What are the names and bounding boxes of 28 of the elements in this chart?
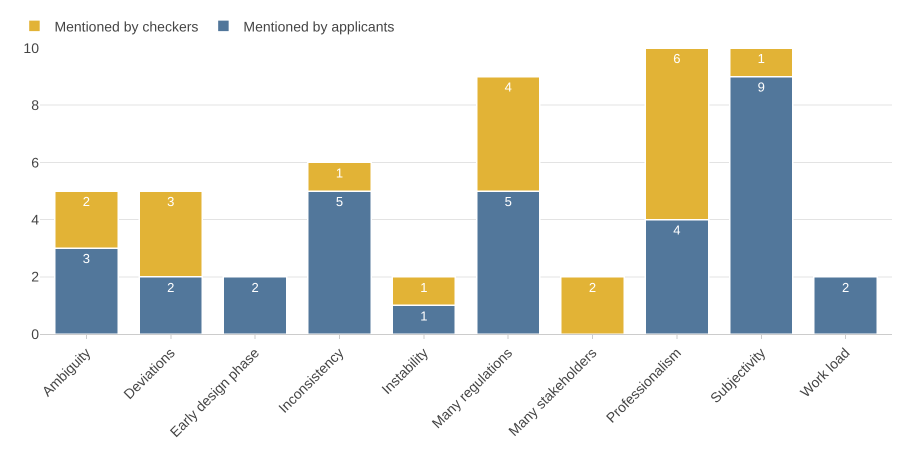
y-tick-label: 4 xyxy=(31,212,40,228)
y-tick-label: 2 xyxy=(31,268,40,285)
data-label: 4 xyxy=(504,80,512,95)
data-label: 2 xyxy=(167,280,174,295)
data-label: 4 xyxy=(673,222,681,238)
legend-label: Mentioned by applicants xyxy=(243,18,394,34)
data-label: 1 xyxy=(758,51,765,66)
data-label: 5 xyxy=(336,194,344,209)
data-label: 2 xyxy=(82,194,90,209)
data-label: 1 xyxy=(336,165,344,180)
data-label: 1 xyxy=(420,308,428,324)
y-tick-label: 0 xyxy=(31,326,40,342)
legend-label: Mentioned by checkers xyxy=(54,18,198,34)
bar xyxy=(813,276,878,334)
y-tick-label: 8 xyxy=(31,97,40,114)
data-label: 5 xyxy=(504,194,512,209)
data-label: 9 xyxy=(758,80,765,95)
y-tick-label: 10 xyxy=(23,40,40,56)
data-label: 2 xyxy=(251,280,259,295)
data-label: 1 xyxy=(420,280,428,295)
bar xyxy=(560,276,625,334)
y-tick-label: 6 xyxy=(31,154,40,170)
data-label: 3 xyxy=(167,194,174,209)
data-label: 6 xyxy=(673,51,681,66)
data-label: 2 xyxy=(842,280,850,295)
data-label: 3 xyxy=(82,251,90,266)
bar xyxy=(222,276,288,334)
data-label: 2 xyxy=(588,280,596,295)
